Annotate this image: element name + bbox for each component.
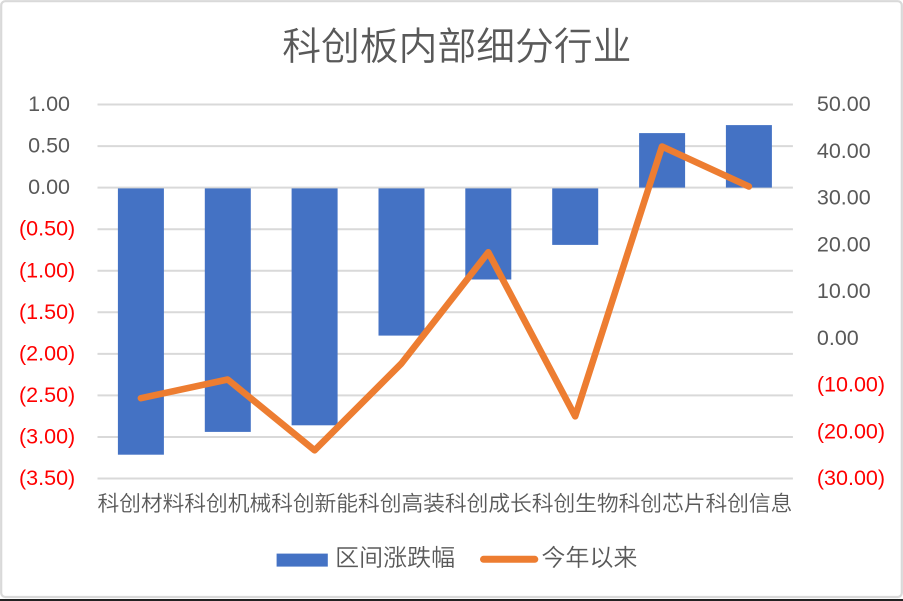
svg-text:20.00: 20.00 [817, 232, 871, 256]
svg-text:40.00: 40.00 [817, 139, 871, 163]
svg-text:(1.50): (1.50) [19, 300, 75, 324]
svg-text:(2.00): (2.00) [19, 341, 75, 365]
svg-text:30.00: 30.00 [817, 186, 871, 210]
svg-text:(1.00): (1.00) [19, 258, 75, 282]
svg-text:50.00: 50.00 [817, 92, 871, 116]
svg-text:0.00: 0.00 [817, 326, 859, 350]
svg-text:(0.50): (0.50) [19, 217, 75, 241]
svg-text:(10.00): (10.00) [817, 373, 885, 397]
svg-text:(20.00): (20.00) [817, 419, 885, 443]
svg-text:(30.00): (30.00) [817, 466, 885, 490]
svg-text:1.00: 1.00 [28, 92, 70, 116]
svg-text:10.00: 10.00 [817, 279, 871, 303]
svg-text:(3.00): (3.00) [19, 425, 75, 449]
svg-text:(3.50): (3.50) [19, 466, 75, 490]
svg-text:0.00: 0.00 [28, 175, 70, 199]
svg-text:(2.50): (2.50) [19, 383, 75, 407]
svg-text:0.50: 0.50 [28, 134, 70, 158]
